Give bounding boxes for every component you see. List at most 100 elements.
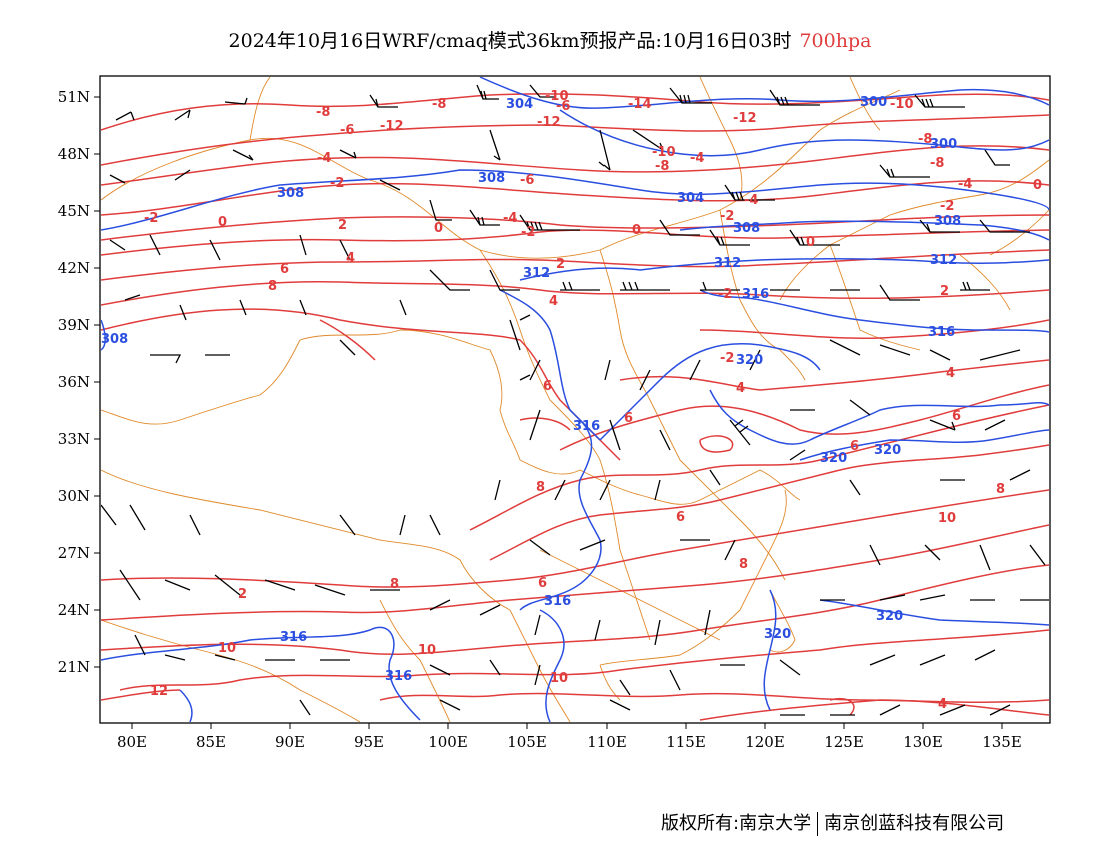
temp-label: 4 xyxy=(946,366,955,381)
height-label: 312 xyxy=(523,266,550,281)
lon-label: 85E xyxy=(196,733,226,751)
longitude-axis xyxy=(131,723,1003,729)
temp-label: -2 xyxy=(330,176,344,191)
temp-label: -8 xyxy=(316,105,330,120)
temp-label: 0 xyxy=(1033,178,1042,193)
temp-label: 2 xyxy=(940,284,949,299)
temp-label: 2 xyxy=(338,218,347,233)
map-frame xyxy=(99,75,1051,724)
temp-label: 4 xyxy=(549,294,558,309)
temp-label: -8 xyxy=(655,159,669,174)
temp-label: 0 xyxy=(218,215,227,230)
height-label: 312 xyxy=(930,253,957,268)
lat-label: 48N xyxy=(58,145,90,163)
temp-label: -8 xyxy=(930,156,944,171)
lon-label: 95E xyxy=(354,733,384,751)
lon-label: 115E xyxy=(666,733,706,751)
copyright-right: 南京创蓝科技有限公司 xyxy=(824,813,1005,834)
lon-label: 90E xyxy=(275,733,305,751)
temp-label: 4 xyxy=(736,381,745,396)
lon-label: 80E xyxy=(117,733,147,751)
temp-label: -2 xyxy=(940,199,954,214)
height-label: 300 xyxy=(860,95,887,110)
temp-label: -4 xyxy=(958,177,972,192)
lon-label: 130E xyxy=(903,733,943,751)
height-label: 308 xyxy=(101,332,128,347)
temp-label: 12 xyxy=(150,684,168,699)
lon-label: 120E xyxy=(745,733,785,751)
height-label: 316 xyxy=(928,325,955,340)
temp-label: 6 xyxy=(624,411,633,426)
temp-label: 6 xyxy=(280,262,289,277)
height-labels: 304 304 300 300 308 308 308 308 312 312 … xyxy=(101,95,961,684)
temp-label: -2 xyxy=(720,351,734,366)
lon-label: 110E xyxy=(587,733,627,751)
temp-label: -6 xyxy=(340,123,354,138)
temp-label: 8 xyxy=(739,557,748,572)
lat-label: 33N xyxy=(58,430,90,448)
temp-label: 4 xyxy=(938,697,947,712)
temp-label: -6 xyxy=(520,173,534,188)
height-label: 308 xyxy=(934,214,961,229)
temp-label: -12 xyxy=(537,115,561,130)
temp-label: 6 xyxy=(543,379,552,394)
height-label: 320 xyxy=(764,627,791,642)
temp-label: -6 xyxy=(556,99,570,114)
temp-label: 0 xyxy=(434,221,443,236)
longitude-labels: 80E 85E 90E 95E 100E 105E 110E 115E 120E… xyxy=(117,733,1022,751)
height-label: 320 xyxy=(820,451,847,466)
height-label: 316 xyxy=(544,594,571,609)
temp-label: -8 xyxy=(432,97,446,112)
temp-label: -10 xyxy=(652,145,676,160)
height-label: 308 xyxy=(277,186,304,201)
lon-label: 135E xyxy=(982,733,1022,751)
lat-label: 36N xyxy=(58,373,90,391)
height-label: 316 xyxy=(280,630,307,645)
latitude-labels: 51N 48N 45N 42N 39N 36N 33N 30N 27N 24N … xyxy=(58,88,90,676)
temp-label: 10 xyxy=(550,671,568,686)
lat-label: 21N xyxy=(58,658,90,676)
lat-label: 45N xyxy=(58,202,90,220)
height-label: 304 xyxy=(677,191,704,206)
temp-label: -4 xyxy=(744,193,758,208)
lon-label: 125E xyxy=(824,733,864,751)
lat-label: 30N xyxy=(58,487,90,505)
lon-label: 105E xyxy=(507,733,547,751)
temp-label: 0 xyxy=(632,223,641,238)
height-label: 320 xyxy=(876,609,903,624)
lat-label: 39N xyxy=(58,316,90,334)
lat-label: 51N xyxy=(58,88,90,106)
height-contours xyxy=(101,77,1049,722)
temp-label: -4 xyxy=(317,151,331,166)
temp-label: 10 xyxy=(218,641,236,656)
temp-label: 6 xyxy=(538,576,547,591)
lon-label: 100E xyxy=(428,733,468,751)
title-level: 700hpa xyxy=(799,30,872,52)
temp-label: 0 xyxy=(806,235,815,250)
temperature-contours xyxy=(101,93,1049,721)
temp-label: 6 xyxy=(676,510,685,525)
temp-label: -4 xyxy=(690,151,704,166)
height-label: 316 xyxy=(742,287,769,302)
temp-label: -12 xyxy=(733,111,757,126)
copyright-footer: 版权所有:南京大学 南京创蓝科技有限公司 xyxy=(661,809,1004,836)
latitude-axis xyxy=(94,96,100,668)
temp-label: 10 xyxy=(938,511,956,526)
temp-label: 8 xyxy=(390,577,399,592)
height-label: 316 xyxy=(385,669,412,684)
height-label: 320 xyxy=(874,443,901,458)
lat-label: 27N xyxy=(58,544,90,562)
lat-label: 24N xyxy=(58,601,90,619)
temp-label: 8 xyxy=(268,279,277,294)
temp-label: 8 xyxy=(996,482,1005,497)
height-label: 312 xyxy=(714,256,741,271)
temp-label: -10 xyxy=(890,97,914,112)
temp-label: -2 xyxy=(720,209,734,224)
copyright-left: 版权所有:南京大学 xyxy=(661,813,812,834)
temp-label: 6 xyxy=(952,409,961,424)
temp-label: -14 xyxy=(628,97,652,112)
temperature-labels: -14 -12 -12 -12 -10 -10 -10 -8 -8 -8 -8 … xyxy=(144,89,1042,712)
border-lines xyxy=(101,77,1049,722)
temp-label: -10 xyxy=(545,89,569,104)
title-main: 2024年10月16日WRF/cmaq模式36km预报产品:10月16日03时 xyxy=(228,30,792,52)
